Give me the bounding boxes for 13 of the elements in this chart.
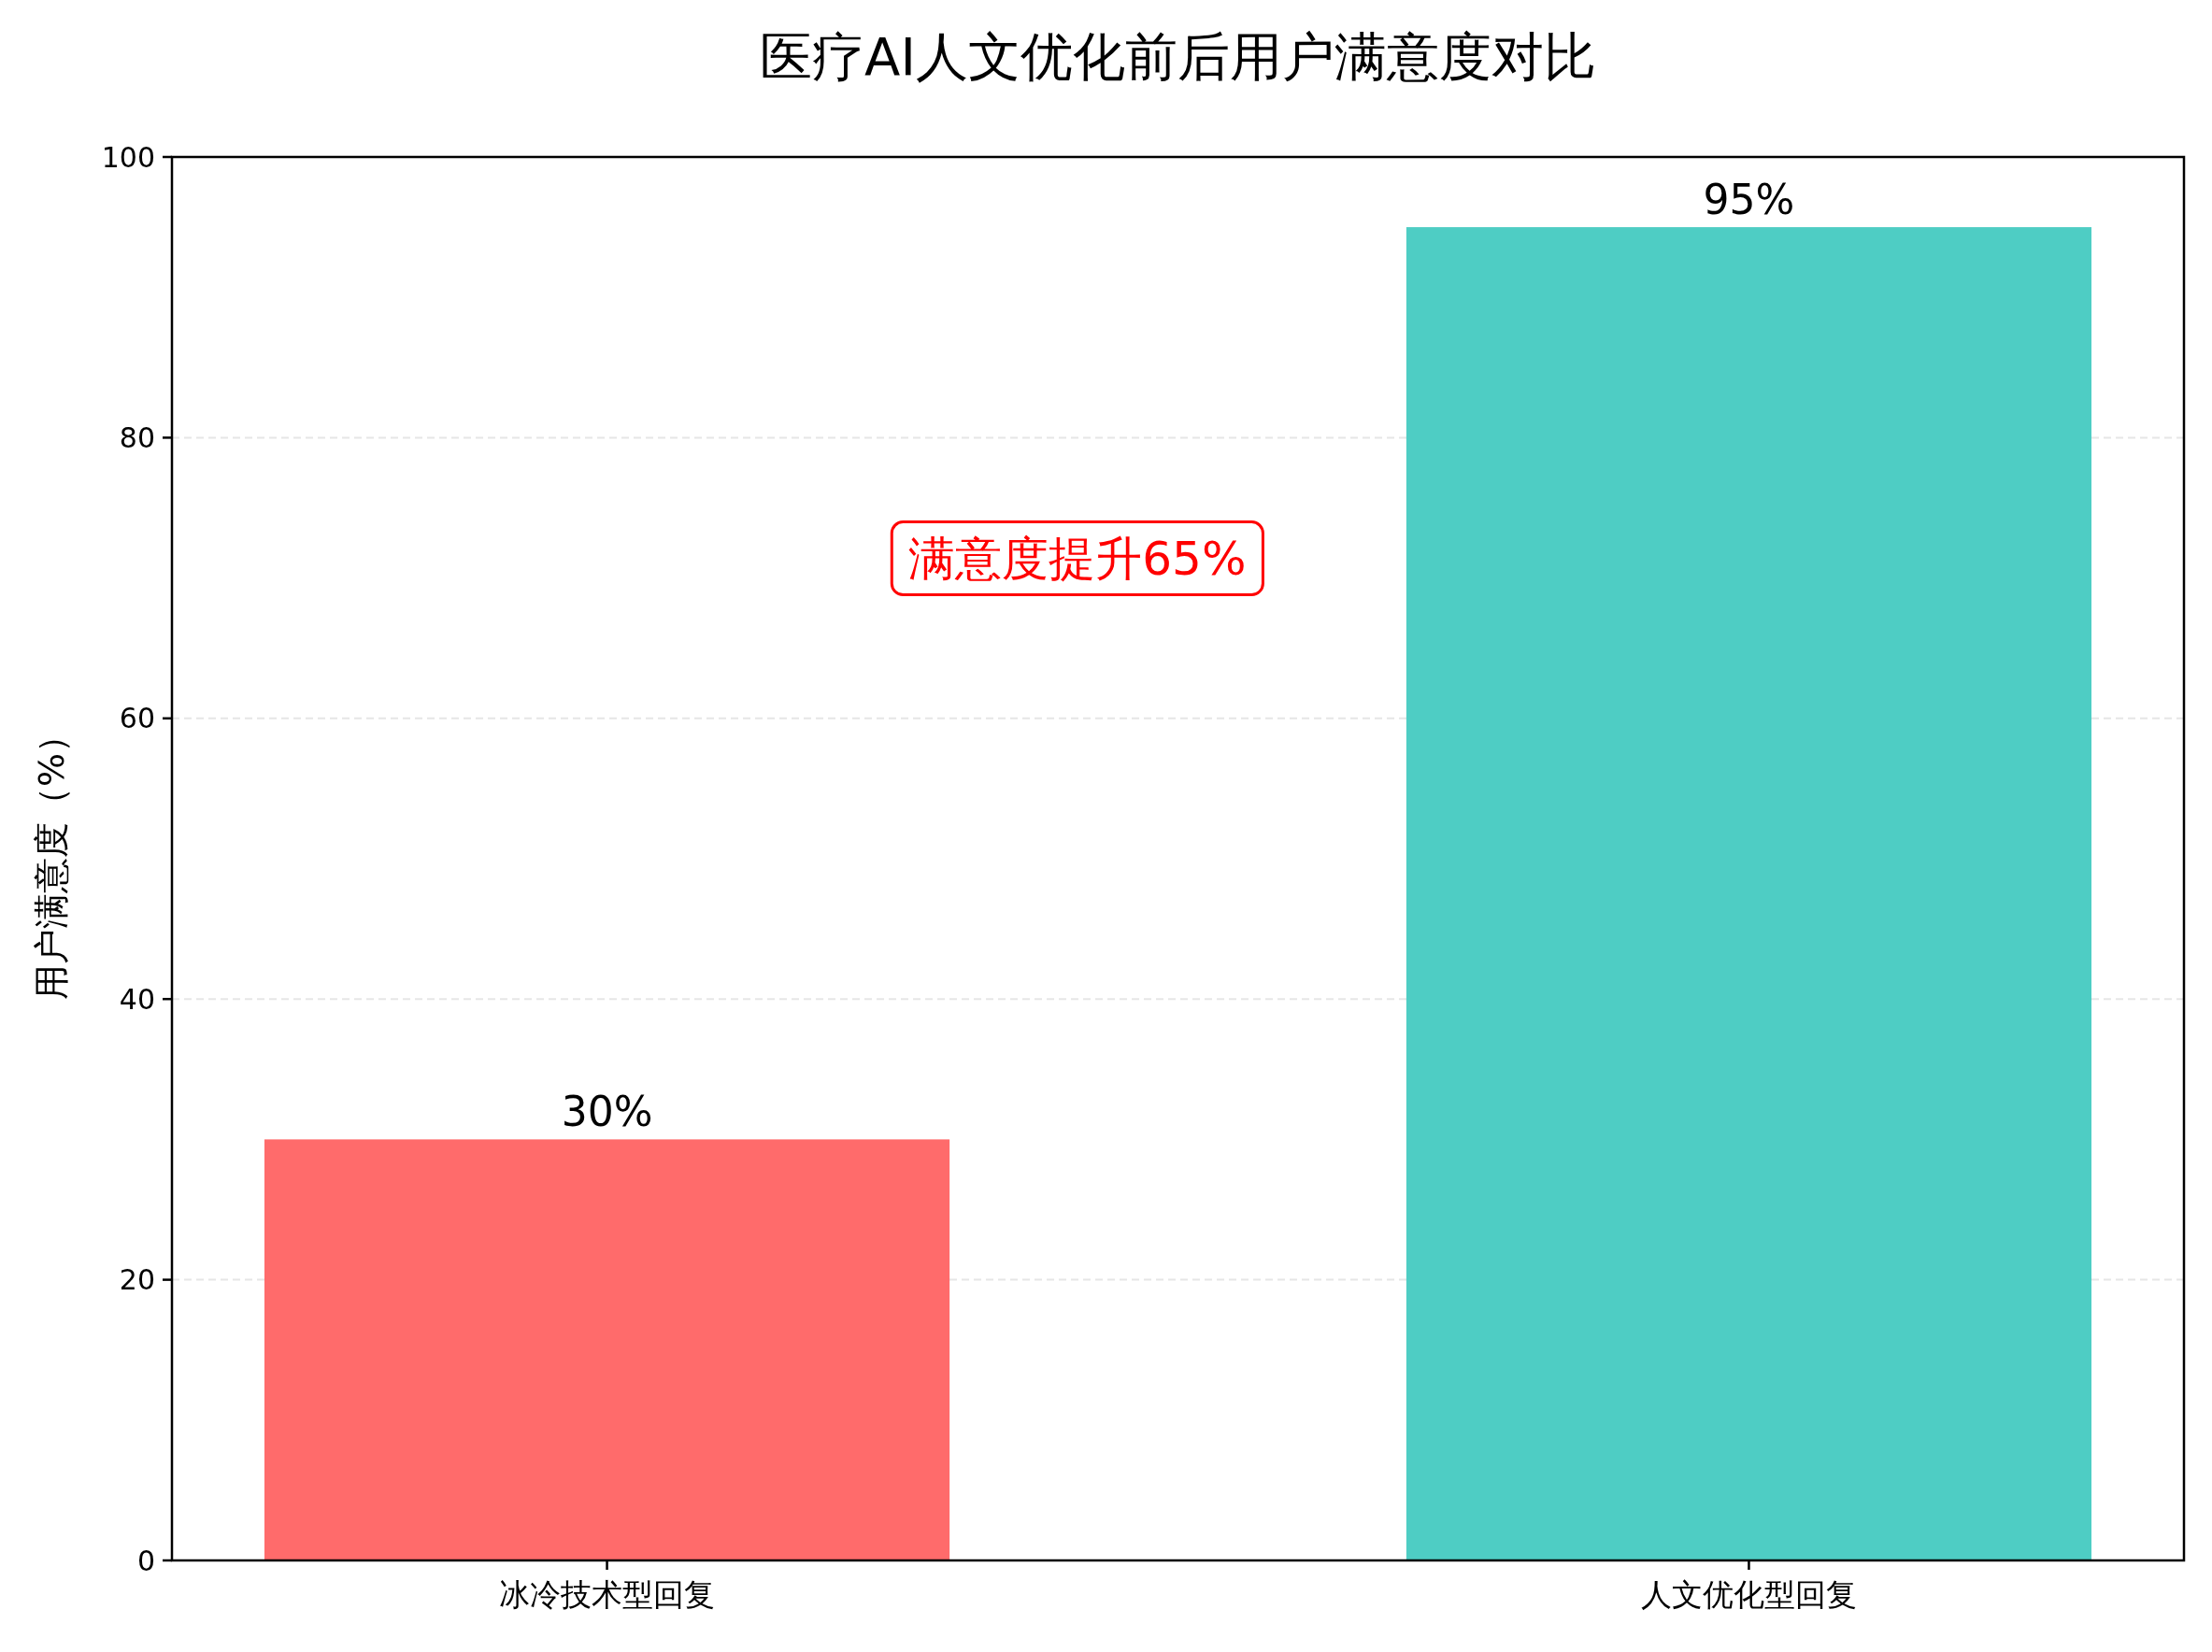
y-tick-label: 40 <box>119 982 155 1016</box>
x-tick-label: 人文优化型回复 <box>1640 1576 1857 1613</box>
y-tick-label: 60 <box>119 702 155 735</box>
y-tick-label: 80 <box>119 420 155 454</box>
annotation: 满意度提升65% <box>908 531 1247 586</box>
y-tick-label: 100 <box>101 140 155 174</box>
chart-title: 医疗AI人文优化前后用户满意度对比 <box>760 26 1596 87</box>
data-label: 30% <box>561 1088 653 1136</box>
y-axis-title: 用户满意度（%） <box>31 717 72 1001</box>
y-tick-label: 0 <box>136 1544 155 1577</box>
y-tick-label: 20 <box>119 1263 155 1297</box>
data-label: 95% <box>1703 176 1795 224</box>
x-tick-label: 冰冷技术型回复 <box>499 1576 716 1613</box>
